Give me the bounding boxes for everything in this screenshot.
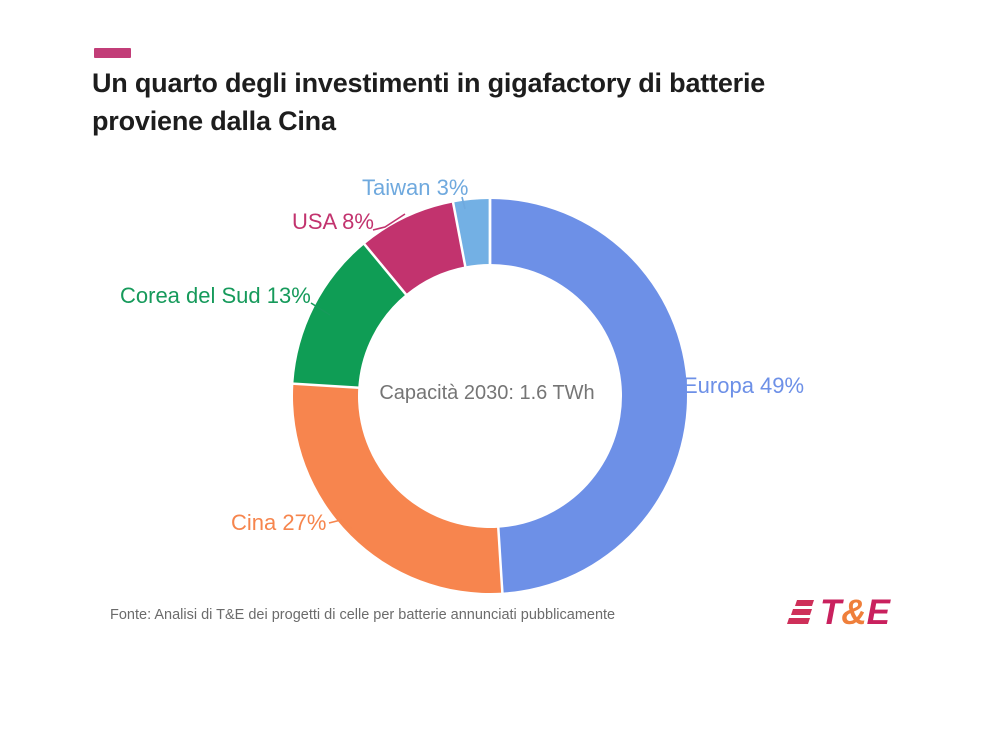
slice-label-usa: USA 8% [292, 209, 374, 234]
page-title: Un quarto degli investimenti in gigafact… [92, 64, 942, 140]
slice-label-cina: Cina 27% [231, 510, 327, 535]
slice-label-europa: Europa 49% [683, 373, 805, 398]
leader-line-cina [328, 519, 353, 530]
leader-line-corea-del-sud [310, 302, 331, 316]
logo-letter-t: T [820, 593, 842, 632]
donut-slice-cina [293, 383, 503, 593]
slice-label-corea-del-sud: Corea del Sud 13% [120, 283, 311, 308]
donut-slice-usa [364, 202, 466, 295]
leader-line-taiwan [461, 196, 466, 210]
donut-slice-corea-del-sud [293, 244, 406, 388]
logo-text: T&E [820, 595, 890, 631]
chart-center-label: Capacità 2030: 1.6 TWh [379, 382, 595, 404]
source-note: Fonte: Analisi di T&E dei progetti di ce… [110, 607, 616, 623]
slice-separator [496, 526, 504, 594]
page-title-line1: Un quarto degli investimenti in gigafact… [92, 68, 766, 98]
logo-letter-e: E [866, 593, 891, 632]
donut-slice-europa [490, 199, 687, 593]
page-title-line2: proviene dalla Cina [92, 106, 336, 136]
slice-separator [292, 382, 360, 390]
slice-separator [362, 242, 408, 296]
slice-label-taiwan: Taiwan 3% [362, 175, 469, 200]
leader-line-usa [372, 213, 406, 231]
logo-ampersand: & [841, 593, 867, 632]
slice-separator [451, 201, 467, 268]
logo-mark-icon [787, 600, 814, 624]
tne-logo: T&E [786, 595, 890, 631]
title-accent-dash [94, 48, 131, 58]
